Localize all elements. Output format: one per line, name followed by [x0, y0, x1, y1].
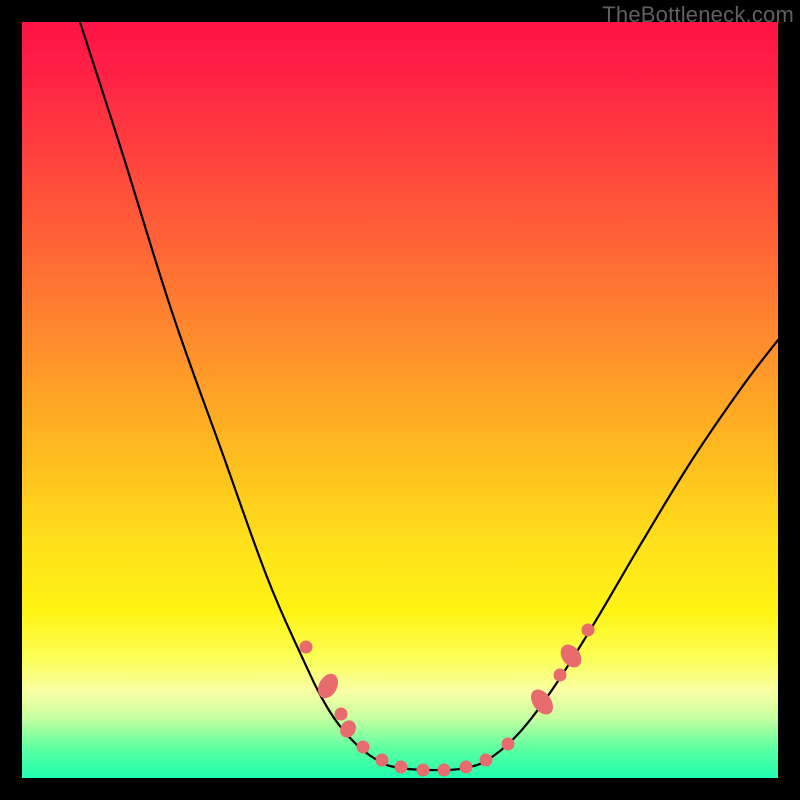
data-marker — [376, 754, 389, 767]
data-marker — [417, 764, 430, 777]
chart-frame: TheBottleneck.com — [0, 0, 800, 800]
data-marker — [357, 741, 370, 754]
data-marker — [395, 761, 408, 774]
data-marker — [582, 624, 595, 637]
bottleneck-curve — [22, 22, 778, 778]
data-marker — [460, 761, 473, 774]
watermark-text: TheBottleneck.com — [602, 2, 794, 28]
data-marker — [502, 738, 515, 751]
data-marker — [337, 717, 359, 740]
data-marker — [314, 670, 342, 701]
data-marker — [335, 708, 348, 721]
data-marker — [554, 669, 567, 682]
data-markers — [300, 624, 595, 777]
data-marker — [480, 754, 493, 767]
plot-area — [22, 22, 778, 778]
data-marker — [438, 764, 451, 777]
data-marker — [300, 641, 313, 654]
